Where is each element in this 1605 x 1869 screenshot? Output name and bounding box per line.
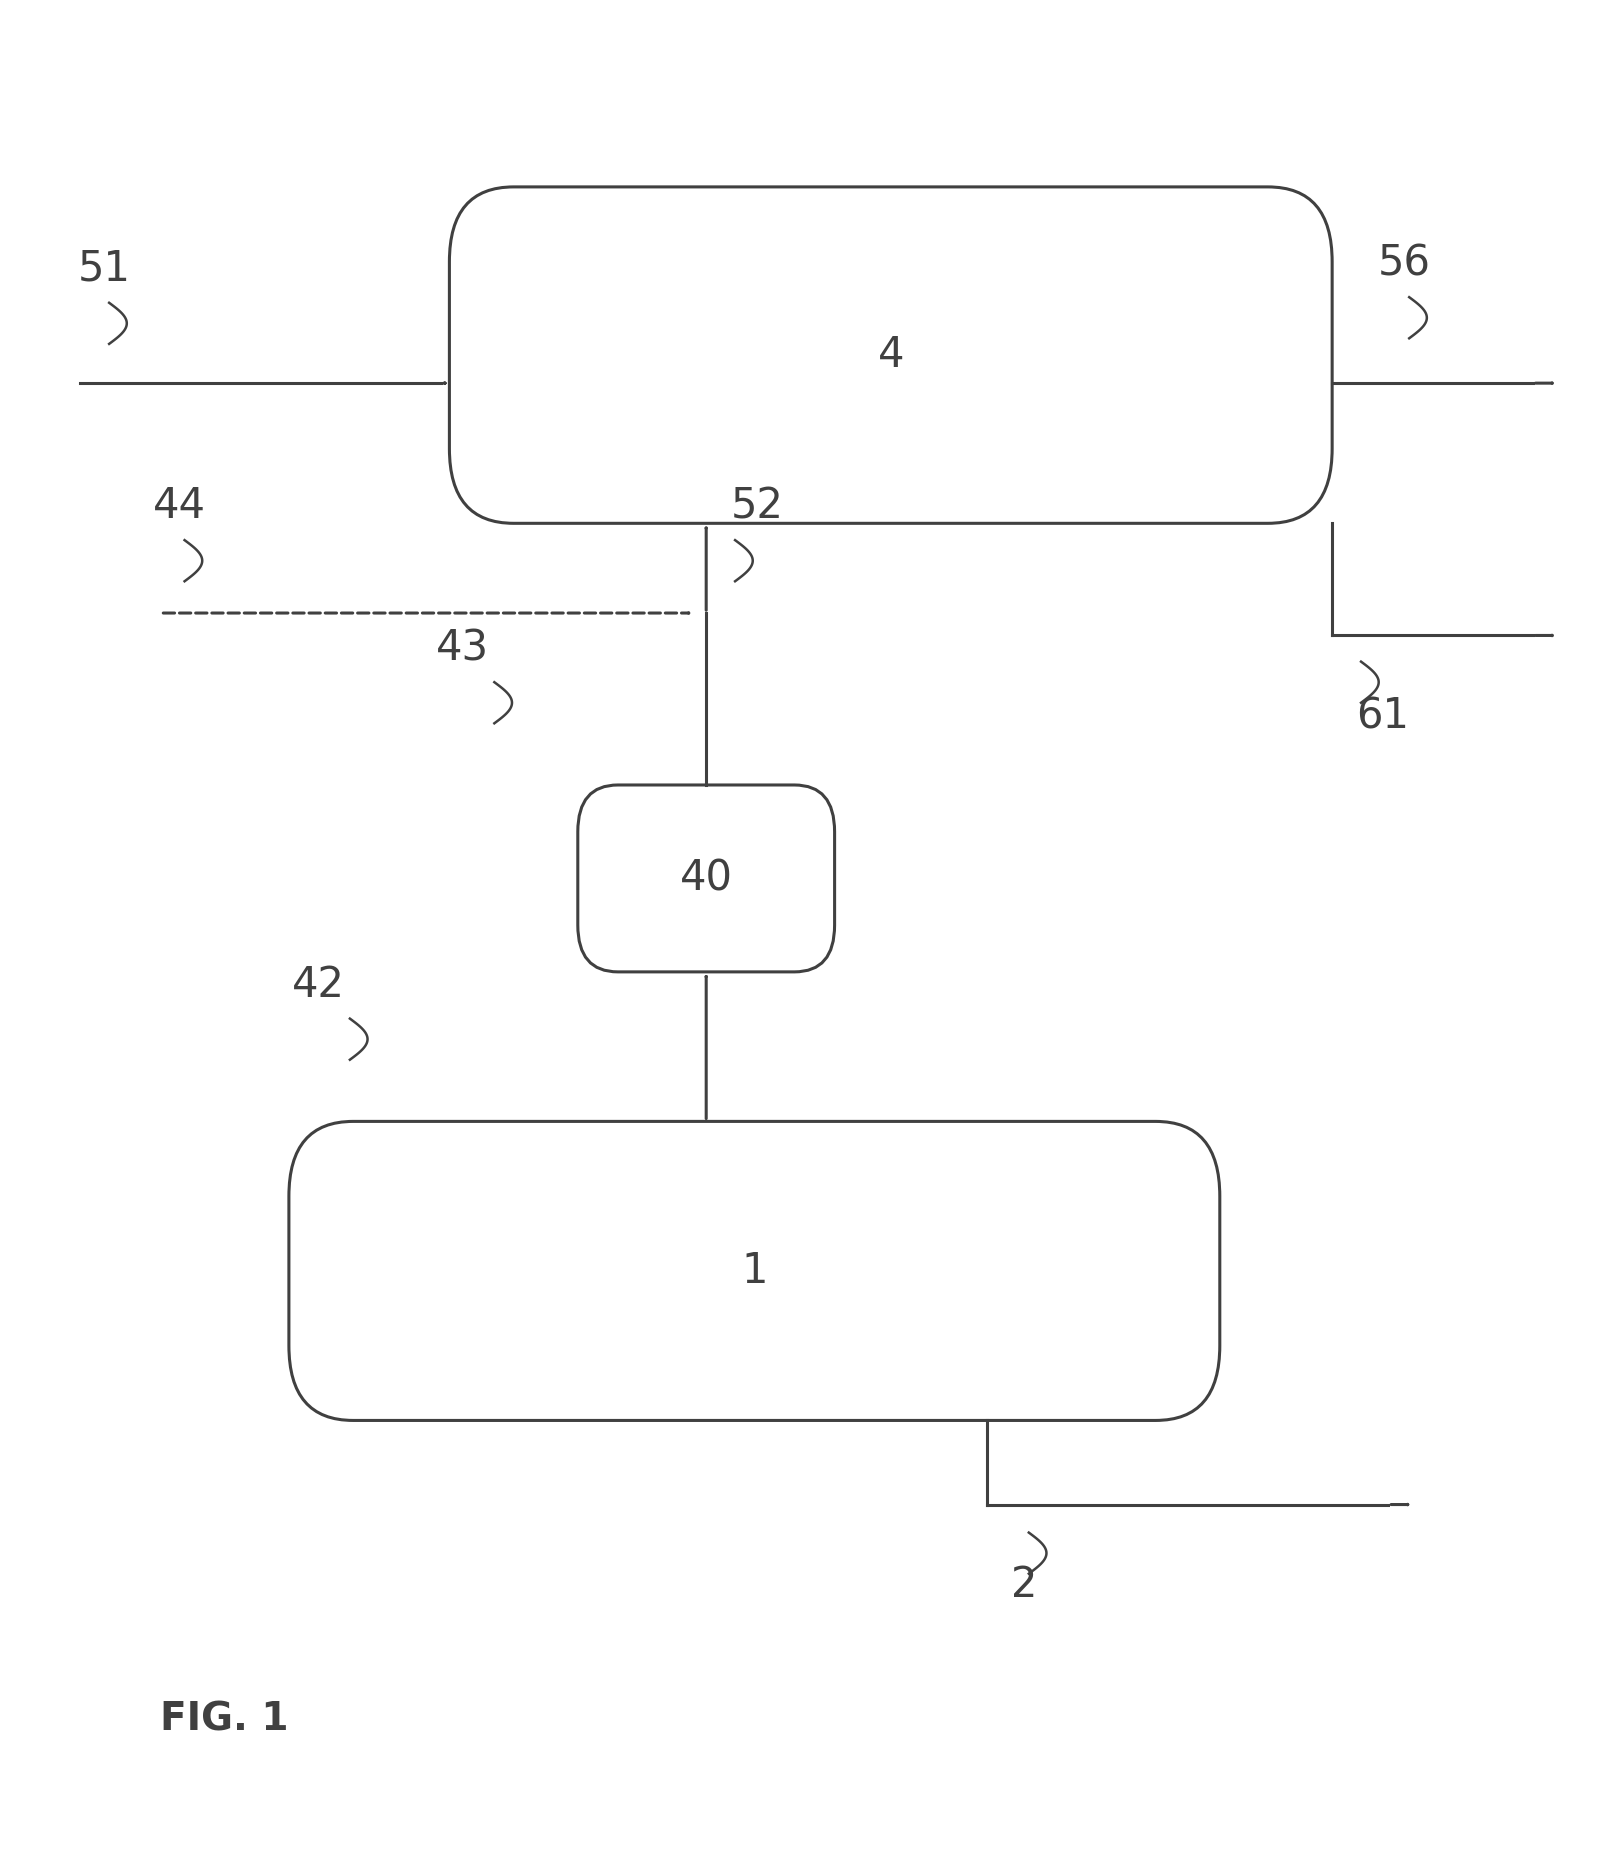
Text: 56: 56 (1377, 243, 1432, 284)
Text: FIG. 1: FIG. 1 (160, 1701, 289, 1738)
FancyBboxPatch shape (449, 187, 1332, 523)
Text: 43: 43 (437, 628, 490, 669)
Text: 44: 44 (152, 486, 207, 527)
Text: 4: 4 (878, 335, 904, 376)
Text: 1: 1 (742, 1250, 767, 1291)
FancyBboxPatch shape (578, 785, 835, 972)
Text: 52: 52 (730, 486, 783, 527)
Text: 51: 51 (77, 249, 132, 290)
FancyBboxPatch shape (289, 1121, 1220, 1420)
Text: 42: 42 (292, 964, 345, 1006)
Text: 2: 2 (1011, 1564, 1037, 1605)
Text: 40: 40 (679, 858, 733, 899)
Text: 61: 61 (1356, 695, 1409, 736)
